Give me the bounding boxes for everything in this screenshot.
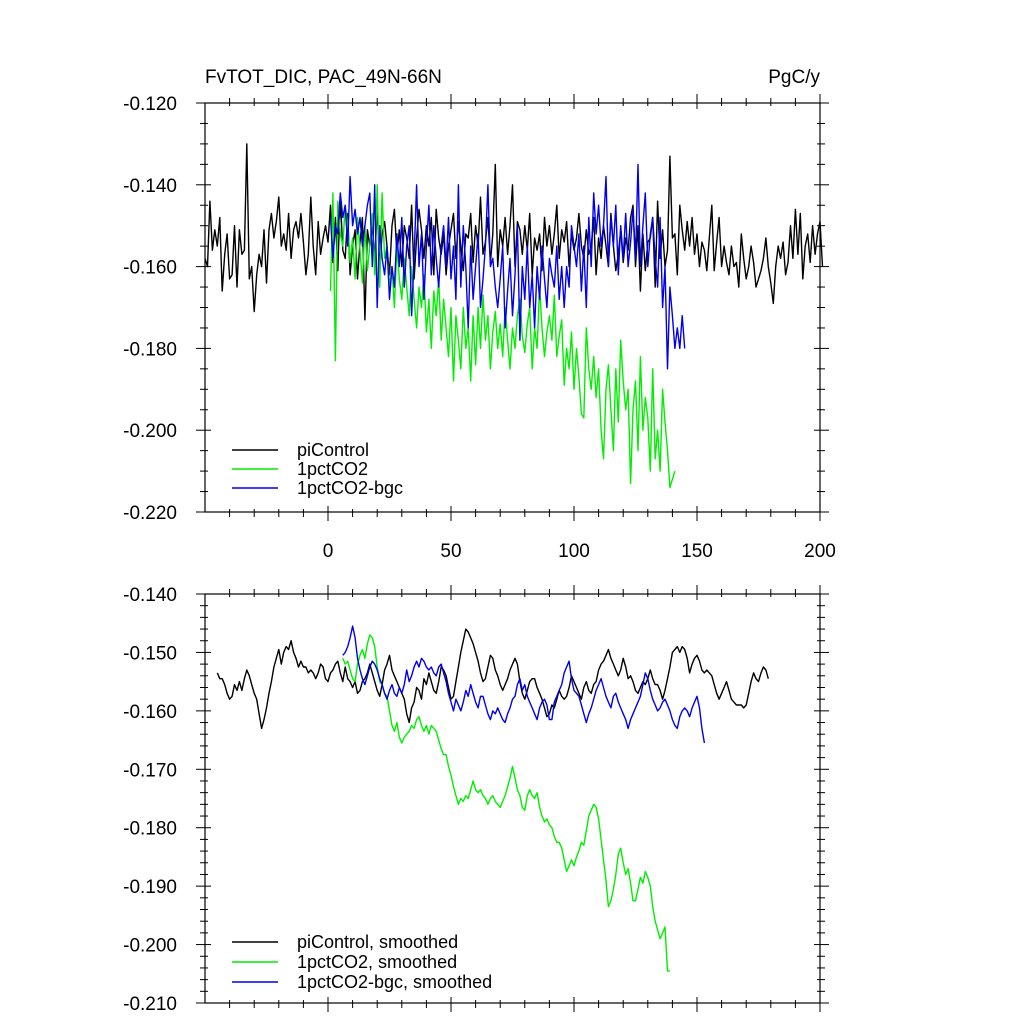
top-x-tick-label: 200 [804, 541, 836, 562]
bottom-plot-frame [204, 593, 821, 1004]
bot-y-tick-label: -0.170 [123, 760, 177, 781]
top-plot-frame [204, 102, 821, 513]
top-x-tick-label: 150 [681, 541, 713, 562]
bot-y-tick-label: -0.210 [123, 994, 177, 1015]
top-y-tick-label: -0.140 [123, 176, 177, 197]
top-ticks [196, 94, 829, 521]
top-legend-label-1pctco2-bgc: 1pctCO2-bgc [297, 478, 403, 498]
top-legend-label-1pctco2: 1pctCO2 [297, 459, 368, 479]
bot-y-tick-label: -0.200 [123, 936, 177, 957]
top-series-line-1pctco2-bgc [329, 163, 686, 370]
top-y-tick-label: -0.160 [123, 258, 177, 279]
bot-legend-label-picontrol-smoothed: piControl, smoothed [297, 932, 458, 952]
bot-y-tick-label: -0.140 [123, 585, 177, 606]
top-y-tick-label: -0.220 [123, 503, 177, 524]
top-series-lines [204, 143, 824, 489]
top-series-line-picontrol [204, 143, 824, 321]
bot-series-line-picontrol-smoothed [216, 628, 769, 730]
top-legend-label-picontrol: piControl [297, 440, 369, 460]
top-units-label: PgC/y [768, 67, 820, 88]
bot-series-line-1pctco2-smoothed [342, 634, 670, 972]
top-chart-title: FvTOT_DIC, PAC_49N-66N [205, 67, 442, 88]
top-x-tick-label: 50 [440, 541, 461, 562]
top-y-tick-label: -0.200 [123, 421, 177, 442]
bot-series-line-1pctco2-bgc-smoothed [342, 625, 706, 744]
top-y-tick-label: -0.180 [123, 339, 177, 360]
bot-y-tick-label: -0.180 [123, 819, 177, 840]
bot-legend-label-1pctco2-bgc-smoothed: 1pctCO2-bgc, smoothed [297, 972, 492, 992]
bot-legend-label-1pctco2-smoothed: 1pctCO2, smoothed [297, 952, 457, 972]
top-y-tick-labels: -0.120 -0.140 -0.160 -0.180 -0.200 -0.220 [123, 94, 177, 524]
bot-y-tick-label: -0.190 [123, 877, 177, 898]
panel-bottom: -0.140 -0.150 -0.160 -0.170 -0.180 -0.190 -0.2… [123, 585, 829, 1015]
panel-top: FvTOT_DIC, PAC_49N-66N PgC/y -0.120 -0.14… [123, 67, 836, 562]
top-x-tick-labels: 0 50 100 150 200 [323, 541, 836, 562]
bottom-y-tick-labels: -0.140 -0.150 -0.160 -0.170 -0.180 -0.190 -0.2… [123, 585, 177, 1015]
bot-y-tick-label: -0.150 [123, 643, 177, 664]
bottom-series-lines [216, 625, 769, 972]
top-x-tick-label: 0 [323, 541, 334, 562]
bot-y-tick-label: -0.160 [123, 702, 177, 723]
top-y-tick-label: -0.120 [123, 94, 177, 115]
top-x-tick-label: 100 [558, 541, 590, 562]
